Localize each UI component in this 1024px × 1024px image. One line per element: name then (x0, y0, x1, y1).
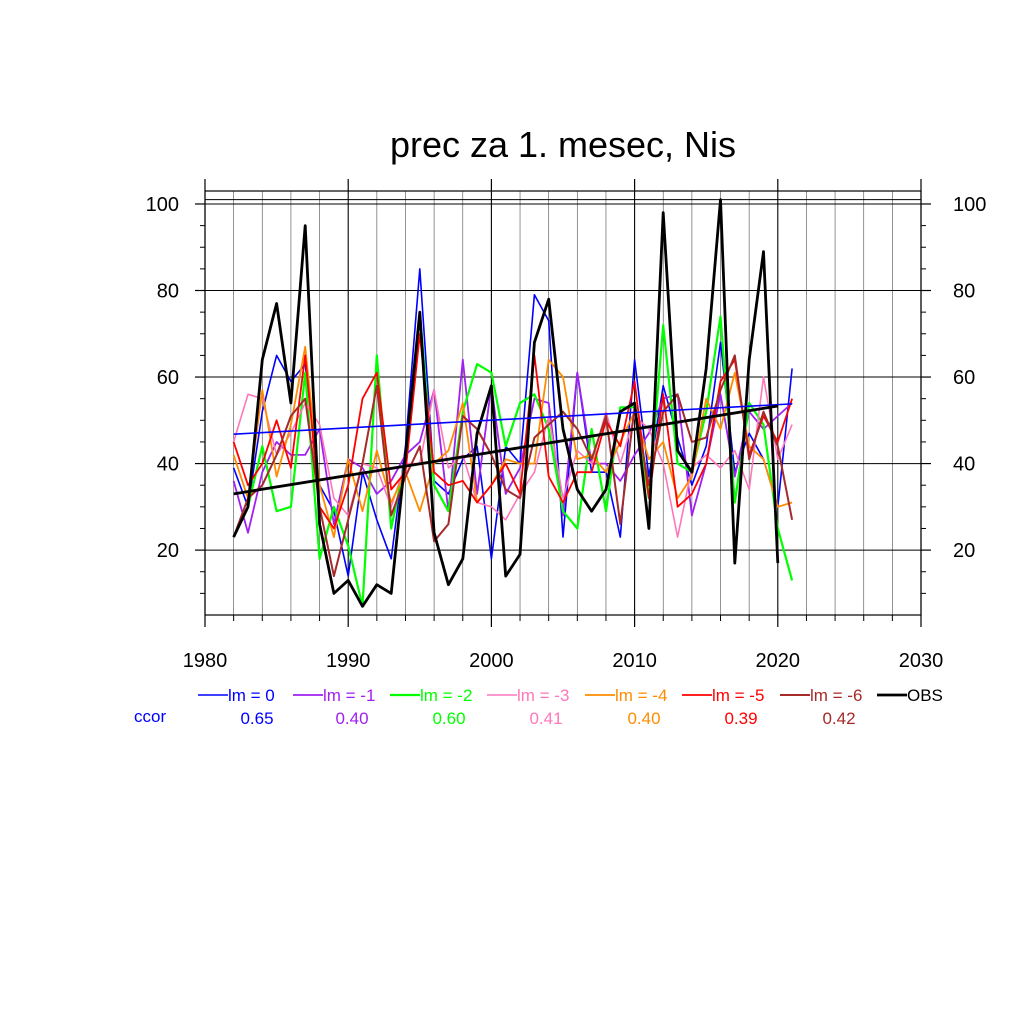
legend: lm = 0 lm = -1 lm = -2 lm = -3 lm = -4 lm = -… (198, 686, 943, 705)
ccor-value: 0.40 (627, 709, 660, 728)
ccor-label: ccor (134, 707, 166, 726)
axis-ticks (195, 179, 931, 627)
y-tick-label-right: 100 (953, 194, 986, 216)
series-line-3 (232, 376, 793, 538)
ccor-value: 0.65 (240, 709, 273, 728)
x-tick-label: 2010 (612, 650, 657, 672)
legend-label: OBS (907, 686, 943, 705)
x-tick-label: 2000 (469, 650, 514, 672)
series-line-5 (232, 332, 793, 530)
legend-label: lm = -2 (420, 686, 472, 705)
legend-label: lm = -4 (615, 686, 667, 705)
series-line-4 (232, 345, 793, 538)
legend-label: lm = -3 (517, 686, 569, 705)
y-tick-label-right: 20 (953, 540, 975, 562)
y-axis-left-tick-labels: 20 40 60 80 100 (146, 194, 179, 562)
y-tick-label-left: 60 (157, 367, 179, 389)
y-tick-label-right: 40 (953, 454, 975, 476)
x-axis-tick-labels: 1980 1990 2000 2010 2020 2030 (183, 650, 944, 672)
legend-label: lm = -5 (712, 686, 764, 705)
x-tick-label: 1980 (183, 650, 228, 672)
y-tick-label-right: 60 (953, 367, 975, 389)
legend-label: lm = 0 (228, 686, 275, 705)
ccor-value: 0.42 (822, 709, 855, 728)
ccor-value: 0.39 (724, 709, 757, 728)
ccor-value: 0.40 (335, 709, 368, 728)
x-tick-label: 1990 (326, 650, 371, 672)
series-line-1 (232, 358, 793, 534)
series-line-0 (232, 268, 793, 577)
ccor-value: 0.60 (432, 709, 465, 728)
plot-frame (204, 190, 922, 616)
legend-label: lm = -6 (810, 686, 862, 705)
chart-title: prec za 1. mesec, Nis (390, 124, 736, 165)
y-tick-label-left: 40 (157, 454, 179, 476)
x-tick-label: 2030 (899, 650, 944, 672)
y-axis-right-tick-labels: 20 40 60 80 100 (953, 194, 986, 562)
series-line-7 (232, 198, 780, 608)
x-tick-label: 2020 (756, 650, 801, 672)
trend-lines (233, 403, 793, 496)
series-line-6 (232, 354, 794, 578)
y-tick-label-left: 20 (157, 540, 179, 562)
y-tick-label-right: 80 (953, 281, 975, 303)
y-tick-label-left: 100 (146, 194, 179, 216)
legend-label: lm = -1 (323, 686, 375, 705)
series-lines (232, 198, 794, 608)
y-tick-label-left: 80 (157, 281, 179, 303)
trend-line-1 (233, 404, 779, 496)
correlation-row: ccor 0.65 0.40 0.60 0.41 0.40 0.39 0.42 (134, 707, 856, 728)
ccor-value: 0.41 (529, 709, 562, 728)
trend-line-0 (233, 403, 793, 435)
